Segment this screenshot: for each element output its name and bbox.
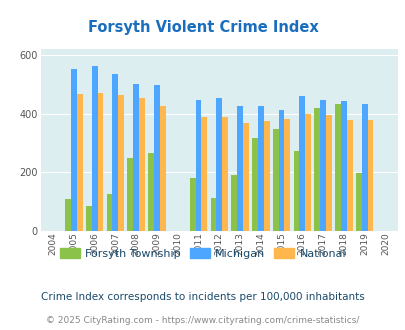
Bar (231, 175, 237, 231)
Bar (325, 115, 331, 231)
Bar (237, 106, 242, 231)
Bar (346, 120, 352, 231)
Bar (320, 100, 325, 231)
Bar (361, 104, 367, 231)
Text: Crime Index corresponds to incidents per 100,000 inhabitants: Crime Index corresponds to incidents per… (41, 292, 364, 302)
Bar (293, 151, 298, 231)
Legend: Forsyth Township, Michigan, National: Forsyth Township, Michigan, National (55, 244, 350, 263)
Text: © 2025 CityRating.com - https://www.cityrating.com/crime-statistics/: © 2025 CityRating.com - https://www.city… (46, 315, 359, 325)
Bar (160, 106, 165, 231)
Bar (284, 119, 290, 231)
Bar (77, 94, 82, 231)
Bar (153, 84, 160, 231)
Bar (112, 74, 118, 231)
Bar (133, 84, 139, 231)
Bar (107, 193, 112, 231)
Bar (92, 66, 97, 231)
Bar (118, 95, 124, 231)
Bar (65, 199, 71, 231)
Bar (257, 106, 263, 231)
Bar (189, 178, 195, 231)
Bar (195, 100, 201, 231)
Bar (222, 117, 227, 231)
Bar (139, 98, 145, 231)
Bar (252, 138, 257, 231)
Bar (334, 104, 340, 231)
Bar (201, 117, 207, 231)
Bar (86, 206, 92, 231)
Text: Forsyth Violent Crime Index: Forsyth Violent Crime Index (87, 20, 318, 35)
Bar (97, 93, 103, 231)
Bar (242, 123, 248, 231)
Bar (313, 108, 320, 231)
Bar (298, 96, 305, 231)
Bar (272, 129, 278, 231)
Bar (263, 121, 269, 231)
Bar (355, 173, 361, 231)
Bar (148, 153, 153, 231)
Bar (210, 198, 216, 231)
Bar (367, 120, 373, 231)
Bar (305, 114, 310, 231)
Bar (278, 110, 284, 231)
Bar (340, 101, 346, 231)
Bar (216, 98, 222, 231)
Bar (71, 69, 77, 231)
Bar (127, 158, 133, 231)
